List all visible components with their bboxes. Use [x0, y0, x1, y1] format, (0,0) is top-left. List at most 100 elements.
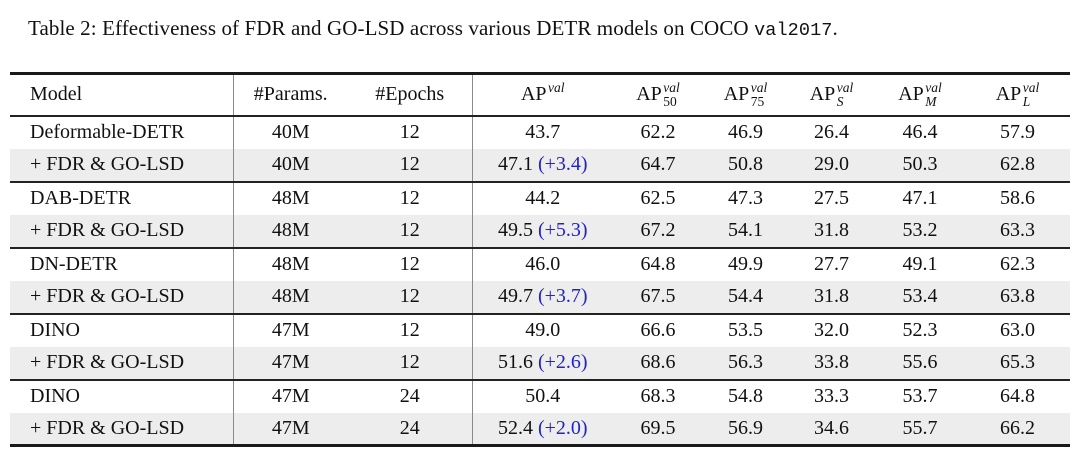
ap-superscript: val — [750, 79, 768, 95]
cell-apm: 46.4 — [902, 121, 938, 143]
col-header-ap-m: AP val M — [875, 74, 965, 116]
cell-params: 47M — [271, 416, 310, 439]
cell-model: DINO — [10, 379, 234, 413]
cell-model: + FDR & GO-LSD — [10, 280, 234, 314]
table-row: + FDR & GO-LSD 47M 12 51.6 (+2.6) 68.6 56.3 33… — [10, 346, 1070, 380]
cell-ap50: 66.6 — [640, 319, 676, 341]
ap-delta: (+2.6) — [537, 351, 588, 373]
ap-value: 49.0 — [525, 319, 561, 341]
cell-ap75: 56.9 — [728, 416, 763, 439]
cell-epochs: 12 — [348, 247, 473, 281]
col-header-ap-75: AP val 75 — [703, 74, 788, 116]
cell-ap75: 54.4 — [728, 285, 763, 307]
ap-delta: (+3.7) — [537, 285, 588, 307]
ap-label: AP — [995, 83, 1022, 106]
cell-params: 47M — [271, 319, 310, 341]
cell-ap75: 47.3 — [728, 187, 763, 209]
header-row: Model #Params. #Epochs AP val AP val 50 AP val… — [10, 73, 1070, 116]
cell-epochs: 12 — [348, 214, 473, 248]
ap-subscript: L — [1022, 93, 1031, 109]
model-group: DN-DETR 48M 12 46.0 64.8 49.9 27.7 49.1 62.3 + FD… — [10, 247, 1070, 314]
cell-params: 40M — [271, 121, 310, 143]
cell-params: 48M — [271, 219, 310, 241]
ap-value: 49.5 — [497, 219, 533, 241]
table-caption: Table 2: Effectiveness of FDR and GO-LSD… — [28, 16, 838, 41]
col-header-ap-l: AP val L — [965, 74, 1070, 116]
cell-apm: 55.7 — [902, 416, 938, 439]
col-header-epochs: #Epochs — [348, 73, 473, 116]
cell-apl: 63.0 — [1000, 319, 1035, 341]
ap-superscript: val — [836, 79, 854, 95]
cell-model: DINO — [10, 313, 234, 347]
cell-epochs: 12 — [348, 280, 473, 314]
col-header-ap-s: AP val S — [788, 74, 875, 116]
ap-label: AP — [723, 83, 750, 106]
ap-value: 50.4 — [525, 385, 561, 407]
cell-apl: 62.3 — [1000, 253, 1035, 275]
cell-ap50: 64.8 — [640, 253, 676, 275]
col-header-ap: AP val — [472, 74, 613, 116]
cell-aps: 34.6 — [814, 416, 849, 439]
ap-label: AP — [520, 83, 547, 106]
caption-code-val2017: val2017 — [754, 20, 833, 41]
ap-superscript: val — [548, 80, 565, 96]
cell-ap: 49.0 — [472, 314, 613, 347]
cell-ap: 49.5 (+5.3) — [472, 215, 613, 248]
table-row: DAB-DETR 48M 12 44.2 62.5 47.3 27.5 47.1 58.6 — [10, 181, 1070, 215]
cell-ap50: 64.7 — [640, 153, 676, 175]
table-row: Deformable-DETR 40M 12 43.7 62.2 46.9 26.4 46.4… — [10, 115, 1070, 149]
cell-ap50: 68.3 — [640, 385, 676, 407]
cell-apl: 63.8 — [1000, 285, 1035, 307]
col-header-ap-50: AP val 50 — [613, 74, 703, 116]
cell-model: Deformable-DETR — [10, 115, 234, 149]
model-group: DAB-DETR 48M 12 44.2 62.5 47.3 27.5 47.1 58.6 + F… — [10, 181, 1070, 248]
cell-aps: 31.8 — [814, 219, 849, 241]
ap-value: 46.0 — [525, 253, 561, 275]
col-header-model: Model — [10, 73, 234, 116]
cell-ap50: 69.5 — [640, 416, 676, 439]
cell-ap75: 54.8 — [728, 385, 763, 407]
ap-delta: (+2.0) — [537, 416, 588, 439]
cell-ap: 47.1 (+3.4) — [472, 149, 613, 182]
cell-ap50: 68.6 — [640, 351, 676, 373]
ap-value: 43.7 — [525, 121, 561, 143]
ap-label: AP — [636, 83, 662, 106]
ap-delta: (+5.3) — [537, 219, 588, 241]
cell-aps: 27.5 — [814, 187, 849, 209]
cell-ap50: 62.2 — [640, 121, 676, 143]
ap-superscript: val — [925, 79, 942, 95]
cell-aps: 29.0 — [814, 153, 849, 175]
ap-value: 52.4 — [497, 416, 533, 439]
table-row: DINO 47M 12 49.0 66.6 53.5 32.0 52.3 63.0 — [10, 313, 1070, 347]
cell-aps: 27.7 — [814, 253, 849, 275]
caption-period: . — [832, 16, 838, 40]
cell-model: DAB-DETR — [10, 181, 234, 215]
table-row: DINO 47M 24 50.4 68.3 54.8 33.3 53.7 64.8 — [10, 379, 1070, 413]
table-row: DN-DETR 48M 12 46.0 64.8 49.9 27.7 49.1 62.3 — [10, 247, 1070, 281]
cell-ap: 46.0 — [472, 248, 613, 281]
cell-model: + FDR & GO-LSD — [10, 412, 234, 446]
cell-ap75: 49.9 — [728, 253, 763, 275]
cell-apm: 47.1 — [902, 187, 938, 209]
cell-ap: 43.7 — [472, 116, 613, 149]
ap-value: 49.7 — [497, 285, 533, 307]
cell-model: + FDR & GO-LSD — [10, 346, 234, 380]
cell-aps: 26.4 — [814, 121, 849, 143]
cell-params: 48M — [271, 285, 310, 307]
cell-apl: 65.3 — [1000, 351, 1035, 373]
cell-epochs: 12 — [348, 148, 473, 182]
cell-aps: 33.8 — [814, 351, 849, 373]
cell-apm: 53.4 — [902, 285, 938, 307]
cell-apm: 49.1 — [902, 253, 938, 275]
ap-subscript: 50 — [663, 93, 677, 109]
cell-apl: 58.6 — [1000, 187, 1035, 209]
cell-epochs: 24 — [348, 379, 473, 413]
cell-apm: 55.6 — [902, 351, 938, 373]
cell-params: 47M — [271, 351, 310, 373]
cell-model: DN-DETR — [10, 247, 234, 281]
cell-ap: 52.4 (+2.0) — [472, 413, 613, 446]
ap-subscript: S — [836, 93, 844, 109]
cell-apl: 62.8 — [1000, 153, 1035, 175]
cell-ap: 49.7 (+3.7) — [472, 281, 613, 314]
ap-subscript — [548, 95, 565, 108]
